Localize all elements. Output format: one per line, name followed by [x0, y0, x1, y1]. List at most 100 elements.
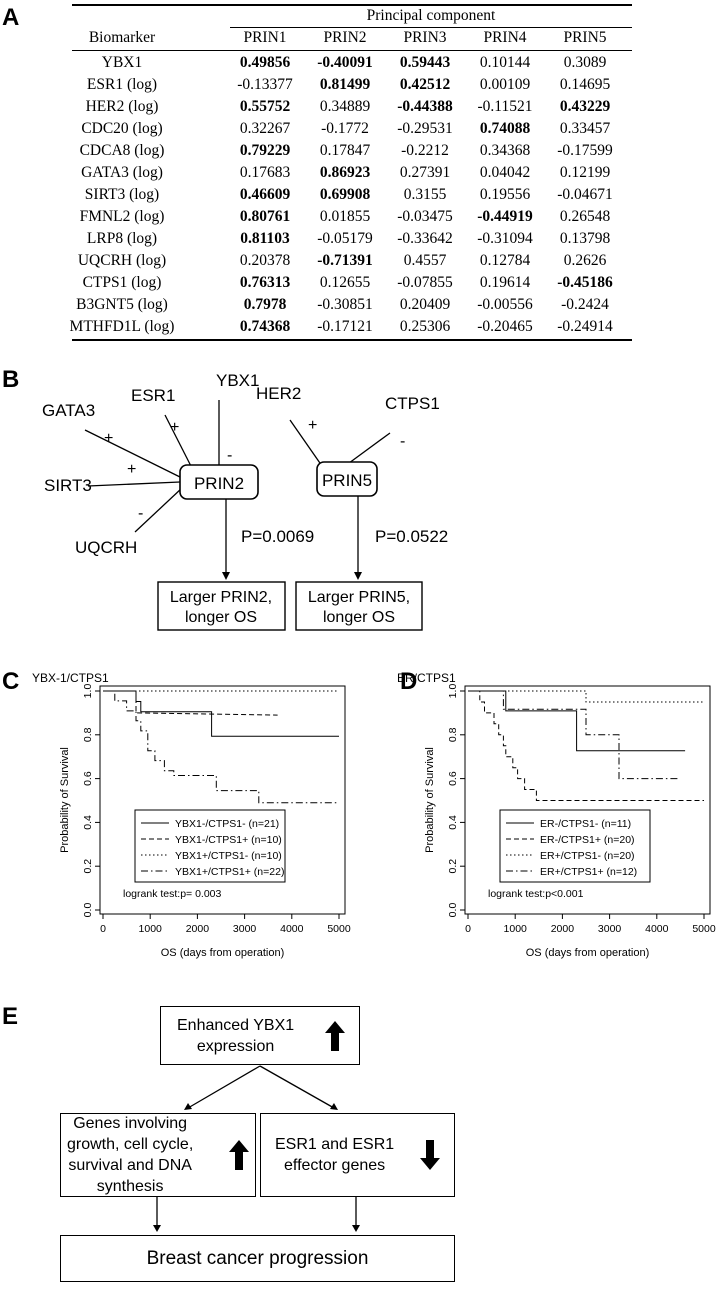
km-legend [134, 809, 286, 883]
sign-uqcrh: - [138, 505, 143, 522]
breast-cancer-progression-box: Breast cancer progression [60, 1235, 455, 1282]
prin5-outcome-line1: Larger PRIN5, [308, 589, 410, 606]
sign-sirt3: + [127, 461, 136, 478]
arrowhead-left-box [184, 1103, 192, 1110]
arrowhead-left-bottom [153, 1225, 161, 1232]
prin2-label: PRIN2 [194, 474, 244, 493]
esr1-genes-line1: ESR1 and ESR1 [275, 1136, 395, 1153]
biomarker-name: SIRT3 (log) [84, 186, 160, 203]
arrow-to-left-box [187, 1065, 261, 1109]
prin5-p-value: P=0.0522 [375, 527, 448, 546]
km-legend [499, 809, 651, 883]
loading-value: 0.04042 [479, 164, 531, 181]
column-header-prin3: PRIN3 [403, 29, 447, 46]
table-bottom-rule [72, 339, 632, 341]
km-curve-dashed [468, 690, 704, 801]
loading-value: -0.1772 [321, 120, 369, 137]
km-plot-frame [99, 685, 346, 915]
km-curve-dashdot [468, 690, 681, 780]
y-tick-label: 0.2 [82, 859, 94, 874]
y-tick-label: 1.0 [82, 684, 94, 699]
sign-ybx1: - [227, 447, 232, 464]
spoke-uqcrh [134, 487, 183, 533]
column-header-prin4: PRIN4 [483, 29, 527, 46]
prin2-outcome-line2: longer OS [185, 609, 257, 626]
sign-esr1: + [170, 419, 179, 436]
loading-value: -0.30851 [317, 296, 373, 313]
loading-value: 0.17847 [319, 142, 371, 159]
loading-value: 0.34889 [319, 98, 371, 115]
arrow-to-right-box [259, 1065, 335, 1109]
spoke-gata3 [84, 429, 183, 479]
loading-value: 0.10144 [479, 54, 531, 71]
gene-label-ybx1: YBX1 [216, 371, 259, 390]
x-tick-label: 0 [465, 923, 471, 935]
panel-letter-e: E [2, 1003, 19, 1030]
loading-value: 0.26548 [559, 208, 611, 225]
legend-entry: YBX1+/CTPS1+ (n=22) [175, 866, 284, 878]
biomarker-name: ESR1 (log) [86, 76, 158, 93]
x-tick-label: 1000 [139, 923, 163, 935]
y-tick-label: 0.0 [447, 903, 459, 918]
enhanced-ybx1-box: Enhanced YBX1 expression [160, 1006, 360, 1065]
prin5-outcome-line2: longer OS [323, 609, 395, 626]
biomarker-name: FMNL2 (log) [79, 208, 165, 225]
legend-entry: YBX1-/CTPS1- (n=21) [175, 818, 279, 830]
column-header-prin5: PRIN5 [563, 29, 607, 46]
loading-value: -0.44388 [397, 98, 453, 115]
column-header-biomarker: Biomarker [88, 29, 156, 46]
sign-ctps1: - [400, 433, 405, 450]
x-tick-label: 2000 [551, 923, 575, 935]
y-axis-label: Probability of Survival [424, 747, 436, 853]
y-tick-label: 0.4 [82, 815, 94, 830]
loading-value: 0.19556 [479, 186, 531, 203]
loading-value: -0.33642 [397, 230, 453, 247]
loading-value: -0.07855 [397, 274, 453, 291]
legend-entry: ER+/CTPS1- (n=20) [540, 850, 635, 862]
breast-cancer-progression-label: Breast cancer progression [146, 1248, 369, 1269]
y-tick-label: 1.0 [447, 684, 459, 699]
prin2-arrowhead [222, 572, 230, 580]
loading-value: -0.2424 [561, 296, 609, 313]
growth-genes-box: Genes involving growth, cell cycle, surv… [60, 1113, 256, 1197]
loading-value: 0.49856 [239, 54, 291, 71]
x-tick-label: 3000 [598, 923, 622, 935]
loading-value: 0.81499 [319, 76, 371, 93]
loading-value: 0.74088 [479, 120, 531, 137]
legend-entry: ER-/CTPS1- (n=11) [540, 818, 631, 830]
loading-value: -0.40091 [317, 54, 373, 71]
loading-value: -0.45186 [557, 274, 613, 291]
km-plot-er-ctps1: ER/CTPS1 0 1000 2000 3000 4000 5000 0.0 0.2 0.4 0.… [397, 671, 716, 959]
y-tick-label: 0.2 [447, 859, 459, 874]
y-tick-label: 0.8 [82, 727, 94, 742]
panel-letter-c: C [2, 668, 20, 695]
x-tick-label: 3000 [233, 923, 257, 935]
arrowhead-right-bottom [352, 1225, 360, 1232]
loading-value: 0.13798 [559, 230, 611, 247]
x-tick-label: 1000 [504, 923, 528, 935]
loading-value: -0.44919 [477, 208, 533, 225]
logrank-annotation: logrank test:p<0.001 [488, 888, 584, 900]
column-header-prin1: PRIN1 [243, 29, 287, 46]
growth-genes-line1: Genes involving [73, 1115, 188, 1132]
principal-component-header: Principal component [366, 7, 496, 24]
growth-genes-line4: synthesis [96, 1178, 164, 1195]
loading-value: 0.43229 [559, 98, 611, 115]
loading-value: -0.13377 [237, 76, 293, 93]
esr1-genes-line2: effector genes [284, 1157, 386, 1174]
loading-value: 0.79229 [239, 142, 291, 159]
loading-value: -0.24914 [557, 318, 613, 335]
km-title: YBX-1/CTPS1 [32, 671, 109, 685]
prin2-p-value: P=0.0069 [241, 527, 314, 546]
legend-entry: YBX1-/CTPS1+ (n=10) [175, 834, 282, 846]
km-plot-ybx1-ctps1: YBX-1/CTPS1 0 1000 2000 3000 4000 5000 0.0 0.2 0.… [32, 671, 351, 959]
growth-genes-line2: growth, cell cycle, [67, 1136, 194, 1153]
x-tick-label: 4000 [645, 923, 669, 935]
flow-arrows [153, 1065, 360, 1232]
loading-value: 0.3089 [563, 54, 607, 71]
loading-value: 0.12784 [479, 252, 531, 269]
y-tick-label: 0.6 [82, 771, 94, 786]
loading-value: 0.76313 [239, 274, 291, 291]
loading-value: 0.20378 [239, 252, 291, 269]
biomarker-name: UQCRH (log) [77, 252, 167, 269]
